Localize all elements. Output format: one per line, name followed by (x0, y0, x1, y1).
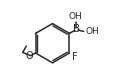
Text: O: O (26, 51, 33, 61)
Text: B: B (73, 24, 80, 34)
Text: OH: OH (69, 12, 83, 21)
Text: OH: OH (86, 27, 99, 36)
Text: F: F (72, 52, 78, 62)
